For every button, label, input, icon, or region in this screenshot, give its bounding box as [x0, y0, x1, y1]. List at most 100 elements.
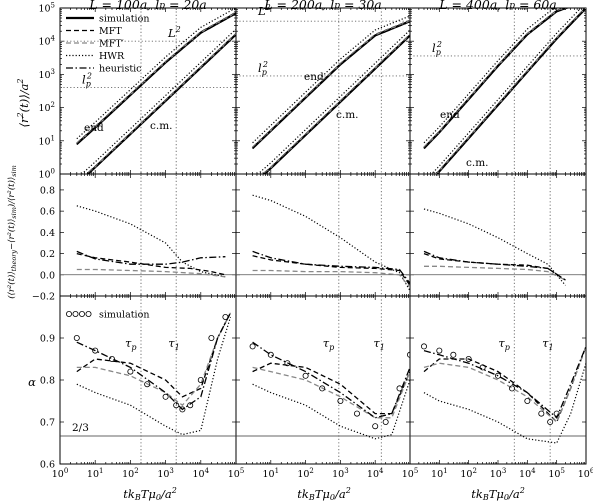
- annotation-lp2: lp2: [82, 72, 92, 89]
- panel-frame: [409, 7, 587, 175]
- x-tick-label: 103: [157, 467, 174, 480]
- alpha-simulation-point: [127, 368, 134, 375]
- rel-error-HWR: [76, 205, 226, 278]
- alpha-legend-marker: [66, 310, 73, 317]
- annotation-tau-p: τp: [498, 336, 510, 352]
- y-tick-label: 0.8: [40, 185, 55, 196]
- msd-MFT_prime-end: [252, 20, 410, 149]
- alpha-simulation-point: [524, 397, 531, 404]
- msd-heuristic-cm: [87, 34, 236, 174]
- alpha-simulation-point: [538, 410, 545, 417]
- alpha-legend-marker: [79, 310, 86, 317]
- msd-MFT-end: [423, 8, 566, 148]
- annotation-end: end: [84, 122, 104, 134]
- x-tick-label: 104: [519, 467, 536, 480]
- alpha-MFT: [76, 312, 232, 398]
- y-label-alpha: α: [28, 375, 36, 389]
- y-tick-label: 0.9: [40, 334, 55, 345]
- annotation-end: end: [304, 71, 324, 83]
- x-label-col-2: tkBTμ0/a2: [471, 486, 525, 502]
- alpha-simulation-point: [187, 402, 194, 409]
- msd-heuristic-end: [76, 13, 236, 145]
- alpha-simulation-point: [494, 372, 501, 379]
- alpha-simulation-point: [108, 355, 115, 362]
- y-tick-label: 100: [38, 168, 55, 181]
- alpha-heuristic: [423, 346, 586, 419]
- annotation-cm: c.m.: [336, 109, 359, 121]
- alpha-simulation-point: [249, 343, 256, 350]
- alpha-simulation-point: [73, 334, 80, 341]
- annotation-L2: L2: [167, 25, 181, 40]
- alpha-heuristic: [76, 312, 232, 411]
- panel-frame: [59, 295, 237, 465]
- y-tick-label: 101: [38, 134, 55, 147]
- alpha-simulation-point: [354, 410, 361, 417]
- rel-error-MFT_prime: [252, 269, 410, 288]
- y-tick-label: 0.7: [40, 418, 55, 429]
- rel-error-HWR: [423, 208, 566, 286]
- annotation-tau-1: τ1: [542, 336, 553, 352]
- alpha-simulation-point: [162, 393, 169, 400]
- y-tick-label: 102: [38, 101, 55, 114]
- msd-heuristic-cm: [263, 35, 410, 174]
- msd-simulation-end: [251, 20, 410, 149]
- y-tick-label: 0.8: [40, 376, 55, 387]
- alpha-MFT_prime: [252, 366, 410, 419]
- msd-heuristic-cm: [436, 8, 586, 174]
- alpha-simulation-point: [197, 376, 204, 383]
- x-tick-label: 103: [332, 467, 349, 480]
- msd-HWR-end: [76, 8, 236, 140]
- annotation-tau-1: τ1: [373, 336, 384, 352]
- alpha-simulation-point: [479, 364, 486, 371]
- annotation-cm: c.m.: [466, 157, 489, 169]
- panel-frame: [409, 295, 587, 465]
- alpha-MFT_prime: [76, 312, 232, 407]
- legend-entry-simulation: simulation: [99, 13, 149, 24]
- annotation-lp2: lp2: [432, 40, 442, 57]
- annotation-cm: c.m.: [150, 120, 173, 132]
- y-tick-label: 0.6: [40, 207, 55, 218]
- alpha-simulation-point: [173, 402, 180, 409]
- rel-error-MFT: [252, 255, 410, 286]
- annotation-tau-p: τp: [125, 336, 136, 352]
- msd-HWR-cm: [430, 8, 582, 174]
- x-tick-label: 104: [367, 467, 384, 480]
- legend-entry-MFT_prime: MFT′: [99, 38, 124, 49]
- x-tick-label: 101: [431, 467, 448, 480]
- annotation-two-thirds: 2/3: [72, 422, 89, 434]
- annotation-L2: L2: [257, 3, 271, 18]
- x-tick-label: 101: [263, 467, 280, 480]
- alpha-HWR: [423, 363, 586, 444]
- alpha-simulation-point: [396, 385, 403, 392]
- alpha-legend-marker: [72, 310, 79, 317]
- x-tick-label: 105: [548, 467, 565, 480]
- x-label-col-0: tkBTμ0/a2: [123, 486, 177, 502]
- alpha-simulation-point: [372, 423, 379, 430]
- alpha-simulation-point: [179, 406, 186, 413]
- alpha-simulation-point: [465, 355, 472, 362]
- x-tick-label: 101: [87, 467, 104, 480]
- rel-error-HWR: [252, 194, 410, 292]
- y-tick-label: −0.2: [32, 292, 55, 303]
- annotation-tau-p: τp: [323, 336, 335, 352]
- x-tick-label: 102: [297, 467, 314, 480]
- alpha-simulation-point: [92, 347, 99, 354]
- msd-MFT_prime-cm: [262, 34, 410, 174]
- alpha-simulation-point: [420, 343, 427, 350]
- annotation-lp2: lp2: [258, 60, 268, 77]
- alpha-HWR: [252, 379, 410, 440]
- annotation-tau-1: τ1: [168, 336, 179, 352]
- alpha-simulation-point: [337, 397, 344, 404]
- rel-error-MFT: [76, 252, 226, 276]
- rel-error-MFT_prime: [424, 265, 566, 281]
- panel-frame: [59, 173, 237, 297]
- x-tick-label: 100: [52, 467, 69, 480]
- alpha-simulation-point: [319, 385, 326, 392]
- alpha-simulation-point: [547, 418, 554, 425]
- msd-HWR-cm: [256, 29, 410, 174]
- column-title: L = 200a, lp = 30a: [263, 0, 382, 12]
- x-tick-label: 102: [122, 467, 139, 480]
- alpha-simulation-point: [302, 372, 309, 379]
- msd-HWR-end: [252, 15, 410, 144]
- legend-entry-MFT: MFT: [99, 26, 122, 37]
